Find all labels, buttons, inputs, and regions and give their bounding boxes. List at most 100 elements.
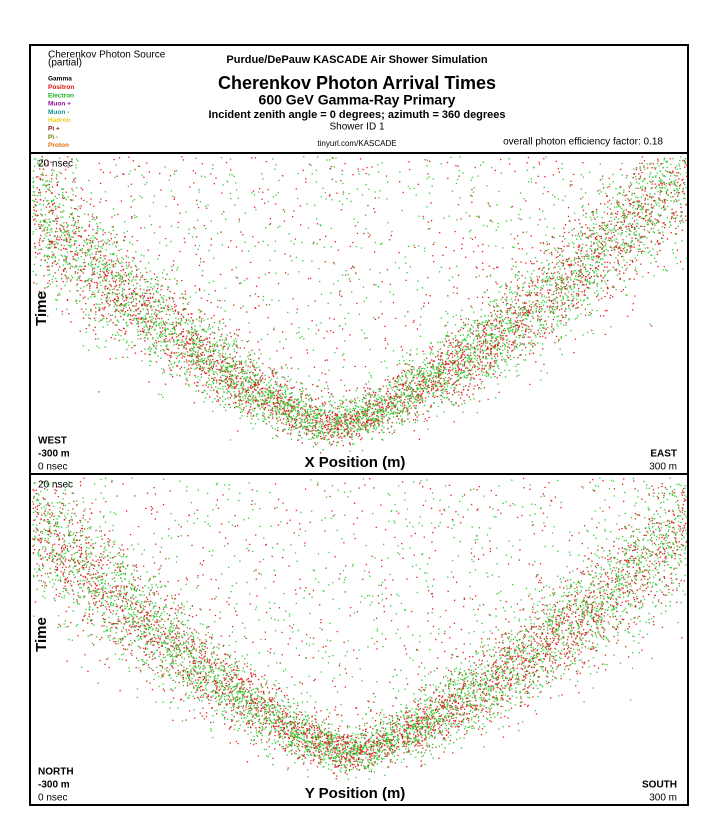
photon <box>174 303 176 305</box>
photon <box>333 419 335 422</box>
photon <box>237 406 239 408</box>
photon <box>43 228 45 230</box>
photon <box>334 427 336 430</box>
photon <box>102 267 104 270</box>
photon <box>494 376 496 378</box>
photon <box>656 162 659 165</box>
photon <box>393 397 396 399</box>
photon <box>48 247 50 249</box>
photon <box>355 421 357 423</box>
photon <box>43 219 45 221</box>
photon <box>645 215 647 217</box>
photon <box>67 263 69 266</box>
photon <box>297 403 299 405</box>
photon <box>309 430 311 432</box>
photon <box>125 303 127 305</box>
photon <box>262 387 264 389</box>
photon <box>370 396 372 398</box>
photon <box>366 420 368 422</box>
photon <box>467 374 469 376</box>
photon <box>602 240 604 242</box>
photon <box>504 369 506 372</box>
photon <box>44 221 46 223</box>
photon <box>359 408 361 411</box>
photon <box>540 370 542 372</box>
photon <box>555 289 557 291</box>
photon <box>298 404 300 406</box>
photon <box>405 389 407 391</box>
photon <box>622 191 625 193</box>
photon <box>673 180 675 182</box>
photon <box>590 312 593 315</box>
photon <box>208 361 211 363</box>
photon <box>601 279 603 282</box>
photon <box>335 417 337 419</box>
photon <box>548 277 550 280</box>
photon <box>65 258 67 260</box>
photon <box>639 178 641 180</box>
photon <box>580 260 582 262</box>
photon <box>264 378 266 380</box>
photon <box>537 333 539 335</box>
photon <box>451 356 453 358</box>
photon <box>258 392 260 394</box>
photon <box>308 413 310 416</box>
photon <box>679 203 682 205</box>
photon <box>549 252 551 254</box>
photon <box>408 398 410 400</box>
photon <box>222 356 225 358</box>
photon <box>649 196 651 198</box>
photon <box>282 386 284 388</box>
photon <box>277 393 279 395</box>
photon <box>429 346 431 348</box>
photon <box>278 389 280 392</box>
photon <box>106 268 109 270</box>
photon <box>625 235 628 238</box>
photon <box>168 296 171 298</box>
photon <box>394 405 396 407</box>
photon <box>282 429 284 431</box>
photon <box>496 310 498 313</box>
photon <box>345 413 347 415</box>
photon <box>144 292 146 294</box>
photon <box>281 386 283 388</box>
photon <box>152 317 154 319</box>
photon <box>95 311 97 313</box>
photon <box>255 384 258 386</box>
photon <box>662 162 664 165</box>
photon <box>271 406 273 409</box>
photon <box>86 252 88 254</box>
photon <box>68 236 70 238</box>
photon <box>38 249 40 251</box>
photon <box>143 303 146 305</box>
photon <box>681 240 683 242</box>
photon <box>270 392 272 394</box>
photon <box>46 222 48 224</box>
photon <box>95 216 98 218</box>
photon <box>413 376 415 378</box>
photon <box>149 346 151 348</box>
photon <box>39 168 41 170</box>
photon <box>259 394 261 396</box>
photon <box>105 288 107 290</box>
photon <box>198 320 200 322</box>
photon <box>312 421 314 424</box>
photon <box>557 325 559 327</box>
photon <box>533 288 536 290</box>
photon <box>456 371 458 373</box>
photon <box>319 413 321 416</box>
photon <box>76 260 78 262</box>
photon <box>108 320 110 322</box>
photon <box>253 388 256 390</box>
photon <box>165 345 167 347</box>
photon <box>210 367 212 369</box>
photon <box>360 424 362 426</box>
photon <box>258 395 261 398</box>
photon <box>632 177 634 179</box>
photon <box>599 246 601 249</box>
photon <box>162 320 164 322</box>
photon <box>474 366 476 369</box>
photon <box>561 287 563 289</box>
photon <box>538 311 541 313</box>
photon <box>101 314 104 316</box>
